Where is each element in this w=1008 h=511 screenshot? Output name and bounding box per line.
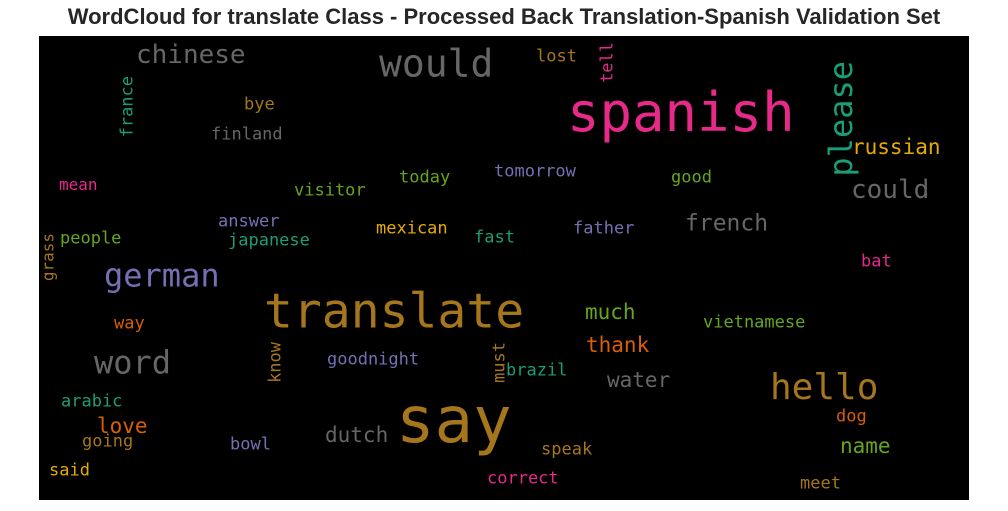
word-dog: dog <box>836 407 867 427</box>
word-correct: correct <box>487 469 559 489</box>
word-say: say <box>396 384 512 458</box>
word-much: much <box>585 300 636 324</box>
chart-title: WordCloud for translate Class - Processe… <box>67 4 941 29</box>
word-japanese: japanese <box>228 231 310 251</box>
word-brazil: brazil <box>506 361 567 381</box>
word-mean: mean <box>59 175 98 194</box>
word-german: german <box>104 257 220 295</box>
word-would: would <box>379 41 493 85</box>
word-tomorrow: tomorrow <box>494 162 577 182</box>
word-today: today <box>399 168 450 188</box>
word-french: french <box>685 210 768 236</box>
word-translate: translate <box>264 283 524 339</box>
word-could: could <box>851 175 929 205</box>
word-said: said <box>49 461 90 481</box>
word-russian: russian <box>852 135 941 159</box>
word-word: word <box>94 344 171 382</box>
word-finland: finland <box>211 125 283 145</box>
word-vietnamese: vietnamese <box>703 313 805 333</box>
word-water: water <box>607 368 670 392</box>
word-father: father <box>573 219 634 239</box>
wordcloud-canvas: say spanish translate would hello please germa… <box>39 36 969 500</box>
word-love: love <box>97 414 148 438</box>
word-chinese: chinese <box>136 40 246 70</box>
word-people: people <box>60 229 121 249</box>
word-grass: grass <box>39 233 57 281</box>
word-tell: tell <box>597 42 617 83</box>
word-goodnight: goodnight <box>327 350 419 370</box>
word-must: must <box>489 342 509 383</box>
word-visitor: visitor <box>294 181 366 201</box>
word-spanish: spanish <box>567 81 795 144</box>
word-fast: fast <box>474 228 515 248</box>
word-please: please <box>822 61 860 177</box>
word-lost: lost <box>536 47 577 67</box>
word-good: good <box>671 168 712 188</box>
word-arabic: arabic <box>61 392 122 412</box>
word-thank: thank <box>586 333 650 357</box>
word-know: know <box>265 341 285 383</box>
word-dutch: dutch <box>325 423 388 447</box>
word-going: going <box>82 432 133 452</box>
wordcloud-svg: say spanish translate would hello please germa… <box>39 40 941 494</box>
word-speak: speak <box>541 440 592 460</box>
word-mexican: mexican <box>376 219 448 239</box>
word-bat: bat <box>861 252 892 272</box>
word-meet: meet <box>800 474 841 494</box>
word-hello: hello <box>770 367 878 408</box>
word-way: way <box>114 314 145 334</box>
word-name: name <box>840 434 891 458</box>
word-bye: bye <box>244 95 275 115</box>
word-answer: answer <box>218 212 279 232</box>
word-france: france <box>117 76 137 137</box>
word-bowl: bowl <box>230 435 271 455</box>
